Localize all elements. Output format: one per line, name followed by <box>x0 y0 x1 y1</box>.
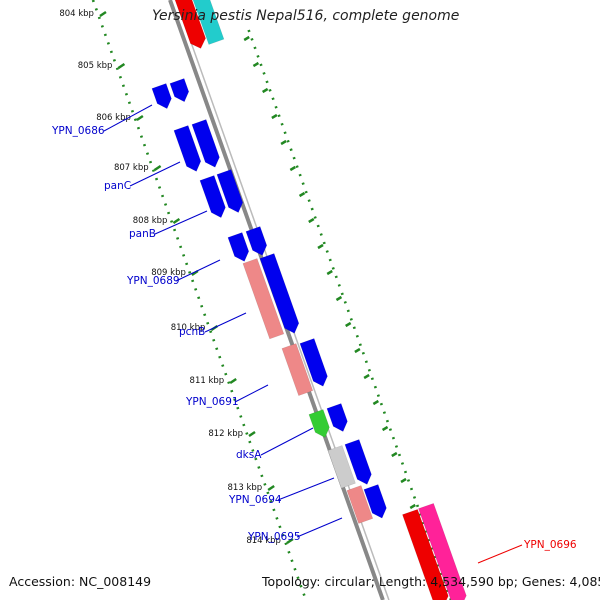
kbp-ticks: 804 kbp 805 kbp 806 kbp 807 kbp 808 kbp 809 k… <box>59 9 294 546</box>
gene-features <box>151 0 467 600</box>
ruler-dash <box>252 61 260 68</box>
ruler-dash <box>298 191 306 198</box>
left-ruler-dots <box>91 0 308 600</box>
gene-arrow <box>227 232 250 262</box>
gene-arrow <box>346 485 374 524</box>
kbp-tick <box>172 217 181 225</box>
ruler-dash <box>335 295 343 302</box>
ruler-dash <box>400 477 407 484</box>
ruler-dash <box>354 347 361 354</box>
label-connector <box>129 161 181 187</box>
gene-arrow <box>174 0 206 49</box>
gene-arrow <box>242 258 285 340</box>
label-connector <box>154 210 208 235</box>
ruler-dash <box>280 139 287 146</box>
kbp-tick-label: 812 kbp <box>208 429 243 439</box>
ruler-dash <box>289 165 296 172</box>
ruler-dots <box>91 0 453 600</box>
ruler-dash <box>409 503 416 510</box>
gene-label: YPN_0695 <box>247 531 301 543</box>
gene-label: dksA <box>236 449 262 461</box>
gene-labels: YPN_0686 panC panB YPN_0689 pcnB YPN_0691 dksA… <box>51 104 577 564</box>
gene-arrow <box>169 78 190 103</box>
kbp-tick-label: 814 kbp <box>246 536 281 546</box>
kbp-tick <box>286 537 294 545</box>
gene-arrow <box>281 343 314 397</box>
kbp-tick <box>267 484 275 492</box>
kbp-tick-label: 807 kbp <box>114 163 149 173</box>
gene-arrow <box>344 439 372 485</box>
gene-label: pcnB <box>179 326 205 338</box>
ruler-dash <box>391 451 398 458</box>
kbp-tick <box>248 430 256 438</box>
ruler-dash <box>326 269 333 276</box>
gene-arrow <box>245 226 268 256</box>
gene-arrow <box>326 403 348 432</box>
gene-label: YPN_0689 <box>126 275 180 287</box>
label-connector <box>260 427 314 456</box>
kbp-tick <box>99 10 107 18</box>
ruler-dash <box>262 87 269 94</box>
ruler-dash <box>308 217 315 224</box>
label-connector <box>204 312 247 333</box>
gene-arrow <box>191 119 220 168</box>
gene-arrow <box>199 175 226 218</box>
gene-arrow <box>216 169 244 213</box>
ruler-dash <box>271 113 278 120</box>
kbp-tick-label: 813 kbp <box>228 483 263 493</box>
gene-label: panB <box>129 228 156 240</box>
gene-label: YPN_0686 <box>51 125 105 137</box>
map-title: Yersinia pestis Nepal516, complete genom… <box>152 8 460 24</box>
gene-arrow <box>299 338 328 387</box>
kbp-tick <box>191 269 199 277</box>
gene-arrow <box>418 502 467 600</box>
ruler-dash <box>317 243 324 250</box>
kbp-tick-label: 809 kbp <box>151 268 186 278</box>
gene-arrow <box>192 0 225 45</box>
label-connector <box>103 104 153 132</box>
label-connector <box>234 384 269 403</box>
accession-text: Accession: NC_008149 <box>9 574 152 589</box>
kbp-tick-label: 808 kbp <box>133 216 168 226</box>
gene-label: panC <box>104 180 131 192</box>
ruler-dash <box>372 399 379 406</box>
gene-arrow <box>363 484 387 519</box>
gene-arrow <box>327 445 356 489</box>
kbp-tick-label: 810 kbp <box>171 323 206 333</box>
label-connector <box>296 517 343 538</box>
gene-arrow <box>173 125 202 172</box>
label-connector <box>477 544 523 564</box>
kbp-tick-label: 806 kbp <box>96 113 131 123</box>
gene-label: YPN_0696 <box>523 539 577 551</box>
kbp-tick-label: 804 kbp <box>59 9 94 19</box>
gene-arrow <box>151 83 172 110</box>
topology-text: Topology: circular; Length: 4,534,590 bp… <box>262 574 600 589</box>
kbp-tick-label: 811 kbp <box>190 376 225 386</box>
gene-arrow <box>259 253 300 334</box>
label-connector <box>175 259 221 282</box>
ruler-dash <box>363 373 370 380</box>
gene-label: YPN_0694 <box>228 494 282 506</box>
kbp-tick-label: 805 kbp <box>78 61 113 71</box>
ruler-dash <box>243 35 250 42</box>
kbp-tick <box>117 62 126 70</box>
gene-arrow <box>402 508 449 600</box>
kbp-tick <box>153 164 162 172</box>
gene-arrow <box>308 409 330 438</box>
gene-label: YPN_0691 <box>185 396 239 408</box>
right-ruler-dots <box>247 29 453 600</box>
kbp-tick <box>136 114 144 122</box>
ruler-dash <box>381 425 389 432</box>
label-connector <box>277 477 335 501</box>
ruler-dash <box>345 321 352 328</box>
kbp-tick <box>229 377 237 385</box>
